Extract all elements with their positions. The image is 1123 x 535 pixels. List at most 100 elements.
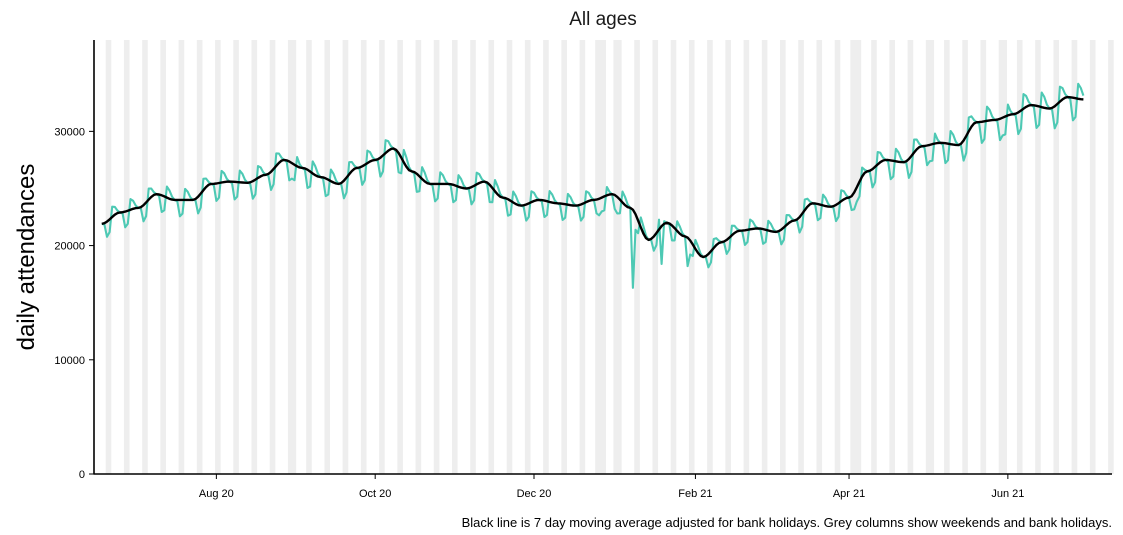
weekend-column — [454, 40, 458, 474]
weekend-column — [196, 40, 200, 474]
weekend-column — [816, 40, 820, 474]
weekend-column — [931, 40, 935, 474]
weekend-column — [964, 40, 968, 474]
weekend-column — [235, 40, 239, 474]
weekend-column — [1019, 40, 1023, 474]
weekend-column — [199, 40, 203, 474]
weekend-column — [415, 40, 419, 474]
weekend-column — [743, 40, 747, 474]
weekend-column — [636, 40, 640, 474]
weekend-column — [616, 40, 620, 474]
weekend-column — [287, 40, 291, 474]
weekend-column — [1074, 40, 1078, 474]
weekend-column — [272, 40, 276, 474]
weekend-column — [800, 40, 804, 474]
weekend-column — [1001, 40, 1005, 474]
weekend-column — [418, 40, 422, 474]
weekend-column — [363, 40, 367, 474]
weekend-column — [819, 40, 823, 474]
weekend-column — [217, 40, 221, 474]
weekend-column — [181, 40, 185, 474]
weekend-column — [600, 40, 604, 474]
weekend-column — [595, 40, 599, 474]
weekend-column — [324, 40, 328, 474]
weekend-column — [944, 40, 948, 474]
x-tick-label: Feb 21 — [678, 488, 712, 500]
weekend-column — [545, 40, 549, 474]
weekend-column — [850, 40, 854, 474]
weekend-column — [618, 40, 622, 474]
weekend-column — [707, 40, 711, 474]
weekend-column — [670, 40, 674, 474]
weekend-column — [527, 40, 531, 474]
weekend-column — [597, 40, 601, 474]
weekend-column — [269, 40, 273, 474]
weekend-column — [613, 40, 617, 474]
weekend-column — [379, 40, 383, 474]
weekend-column — [727, 40, 731, 474]
weekend-column — [1108, 40, 1112, 474]
weekend-column — [397, 40, 401, 474]
weekend-column — [162, 40, 166, 474]
weekend-column — [1092, 40, 1096, 474]
weekend-column — [910, 40, 914, 474]
x-axis-ticks: Aug 20 Oct 20 Dec 20 Feb 21 Apr 21 Jun 21 — [199, 474, 1024, 500]
weekend-column — [1037, 40, 1041, 474]
weekend-column — [652, 40, 656, 474]
weekend-column — [1016, 40, 1020, 474]
weekend-column — [342, 40, 346, 474]
weekend-column — [433, 40, 437, 474]
weekend-column — [673, 40, 677, 474]
weekend-column — [634, 40, 638, 474]
weekend-column — [215, 40, 219, 474]
weekend-column — [308, 40, 312, 474]
weekend-column — [1056, 40, 1060, 474]
x-tick-label: Jun 21 — [991, 488, 1024, 500]
weekend-column — [946, 40, 950, 474]
weekend-column — [509, 40, 513, 474]
weekend-column — [233, 40, 237, 474]
moving-average-line — [101, 95, 1084, 259]
chart-caption: Black line is 7 day moving average adjus… — [462, 515, 1112, 530]
x-tick-label: Dec 20 — [517, 488, 552, 500]
weekend-column — [108, 40, 112, 474]
weekend-column — [293, 40, 297, 474]
y-axis-ticks: 0 10000 20000 30000 — [54, 126, 94, 481]
weekend-column — [472, 40, 476, 474]
weekend-column — [251, 40, 255, 474]
y-tick-label: 0 — [79, 469, 85, 481]
weekend-column — [725, 40, 729, 474]
raw-daily-line — [101, 82, 1085, 289]
weekend-column — [746, 40, 750, 474]
weekend-column — [962, 40, 966, 474]
weekend-column — [782, 40, 786, 474]
weekend-column — [254, 40, 258, 474]
weekend-column — [1110, 40, 1114, 474]
axes — [93, 40, 1112, 475]
weekend-column — [491, 40, 495, 474]
weekend-column — [451, 40, 455, 474]
weekend-column — [980, 40, 984, 474]
weekend-column — [144, 40, 148, 474]
weekend-column — [506, 40, 510, 474]
average-series-group — [101, 95, 1084, 259]
weekend-column — [327, 40, 331, 474]
weekend-column — [381, 40, 385, 474]
weekend-column — [858, 40, 862, 474]
y-tick-label: 10000 — [54, 355, 85, 367]
y-axis-title: daily attendances — [13, 164, 40, 351]
weekend-column — [983, 40, 987, 474]
weekend-column — [178, 40, 182, 474]
x-tick-label: Apr 21 — [833, 488, 865, 500]
weekend-column — [925, 40, 929, 474]
weekend-column — [1003, 40, 1007, 474]
weekend-column — [998, 40, 1002, 474]
weekend-column — [1089, 40, 1093, 474]
weekend-column — [306, 40, 310, 474]
weekend-column — [543, 40, 547, 474]
raw-series-group — [101, 82, 1085, 289]
weekend-column — [579, 40, 583, 474]
weekend-column — [123, 40, 127, 474]
weekend-column — [470, 40, 474, 474]
weekend-column — [764, 40, 768, 474]
